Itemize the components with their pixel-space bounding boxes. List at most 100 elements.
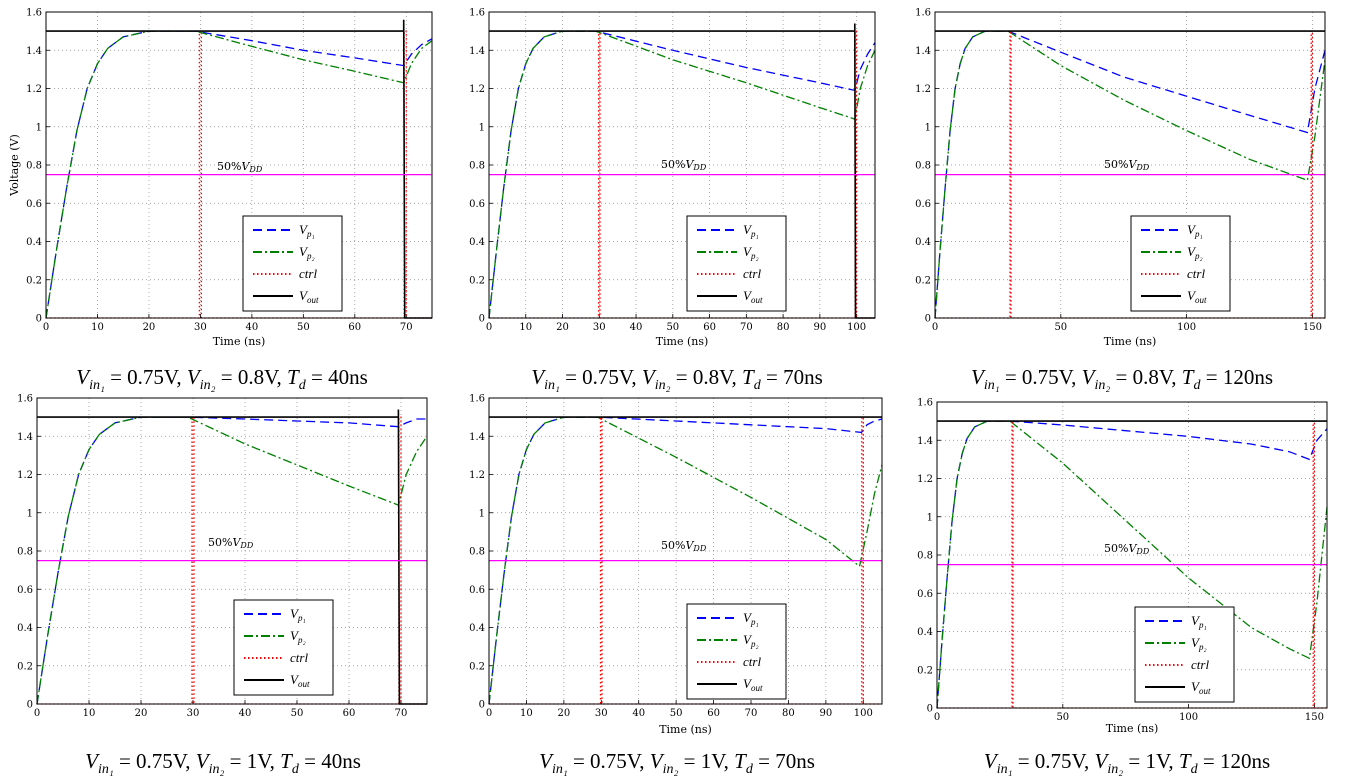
legend-label: Vout	[743, 676, 763, 693]
legend-label: Vp₁	[299, 222, 315, 239]
legend-label: Vp₁	[743, 222, 759, 239]
panel-caption: Vin₁ = 0.75V, Vin₂ = 1V, Td = 40ns	[85, 749, 361, 777]
panel-caption: Vin₁ = 0.75V, Vin₂ = 0.8V, Td = 40ns	[76, 365, 368, 393]
y-tick-label: 0.6	[17, 585, 33, 596]
y-tick-label: 0.4	[915, 237, 931, 248]
legend: Vp₁ Vp₂ ctrl Vout	[686, 215, 787, 312]
plot-area-frame	[36, 397, 428, 705]
legend: Vp₁ Vp₂ ctrl Vout	[1130, 215, 1231, 312]
y-axis-label: Voltage (V)	[8, 134, 21, 197]
y-tick-label: 0.2	[915, 275, 931, 286]
y-tick-label: 0.4	[917, 627, 933, 638]
x-tick-label: 100	[1177, 322, 1196, 333]
y-tick-label: 0	[27, 700, 33, 711]
x-axis-label: Time (ns)	[1104, 335, 1157, 348]
y-tick-label: 1.2	[469, 84, 485, 95]
y-tick-label: 1.4	[917, 436, 933, 447]
y-tick-label: 0.4	[469, 623, 485, 634]
x-tick-label: 10	[83, 708, 96, 719]
y-tick-label: 1.6	[469, 394, 485, 405]
x-tick-label: 10	[520, 708, 533, 719]
chart-panel-6: 0 50 100 150 0 0.2 0.4 0.6 0.8 1 1.2 1.4 1.6 50%VDD Ti…	[917, 398, 1328, 777]
legend-label: ctrl	[743, 654, 761, 669]
x-tick-label: 50	[1056, 712, 1069, 723]
legend-label: Vout	[1191, 679, 1211, 696]
x-tick-label: 50	[1054, 322, 1067, 333]
x-axis-label: Time (ns)	[656, 335, 709, 348]
x-axis-label: Time (ns)	[213, 335, 266, 348]
x-tick-label: 100	[847, 322, 866, 333]
y-tick-label: 0.8	[469, 161, 485, 172]
x-tick-label: 90	[813, 322, 826, 333]
x-tick-label: 40	[245, 322, 258, 333]
y-tick-label: 0.6	[469, 585, 485, 596]
x-tick-label: 10	[519, 322, 532, 333]
y-tick-label: 1.4	[26, 46, 42, 57]
chart-panel-5: 0 10 20 30 40 50 60 70 80 90 100 0 0.2 0.4 0.6 0.8 1 1.2 1…	[469, 394, 883, 777]
chart-panel-3: 0 50 100 150 0 0.2 0.4 0.6 0.8 1 1.2 1.4 1.6 50%VDD Ti…	[915, 8, 1326, 393]
chart-panel-1: 0 10 20 30 40 50 60 70 0 0.2 0.4 0.6 0.8 1 1.2 1.4 1.6 50…	[8, 8, 433, 393]
legend-label: Vp₁	[743, 610, 759, 627]
legend-label: ctrl	[743, 266, 761, 281]
y-tick-label: 0.6	[915, 199, 931, 210]
y-tick-label: 0.6	[469, 199, 485, 210]
y-tick-label: 0	[36, 314, 42, 325]
x-tick-label: 70	[745, 708, 758, 719]
plot-area-frame	[45, 11, 433, 319]
x-tick-label: 90	[819, 708, 832, 719]
panel-caption: Vin₁ = 0.75V, Vin₂ = 1V, Td = 120ns	[984, 749, 1270, 777]
legend-label: Vp₂	[1191, 635, 1207, 652]
legend-label: ctrl	[299, 266, 317, 281]
vdd-annotation: 50%VDD	[208, 536, 254, 550]
x-tick-label: 100	[854, 708, 873, 719]
legend-label: Vp₁	[290, 606, 306, 623]
y-tick-label: 0.8	[26, 161, 42, 172]
x-tick-label: 150	[1303, 322, 1322, 333]
x-tick-label: 20	[135, 708, 148, 719]
legend-label: Vp₂	[743, 632, 759, 649]
x-tick-label: 0	[932, 322, 938, 333]
x-tick-label: 60	[343, 708, 356, 719]
x-tick-label: 30	[593, 322, 606, 333]
x-tick-label: 20	[556, 322, 569, 333]
vdd-annotation: 50%VDD	[661, 539, 707, 553]
y-tick-label: 1.2	[915, 84, 931, 95]
y-tick-label: 1.6	[17, 394, 33, 405]
y-tick-label: 1.2	[469, 470, 485, 481]
y-tick-label: 1.6	[915, 8, 931, 19]
chart-panel-4: 0 10 20 30 40 50 60 70 0 0.2 0.4 0.6 0.8 1 1.2 1.4 1.6 50…	[17, 394, 428, 777]
series-line-v-out	[37, 409, 427, 705]
legend: Vp₁ Vp₂ ctrl Vout	[686, 603, 787, 700]
y-tick-label: 1	[27, 508, 33, 519]
y-tick-label: 0	[927, 704, 933, 715]
y-tick-label: 0.8	[917, 551, 933, 562]
x-tick-label: 50	[670, 708, 683, 719]
vdd-annotation: 50%VDD	[217, 160, 263, 174]
x-tick-label: 0	[43, 322, 49, 333]
legend-label: Vout	[1187, 288, 1207, 305]
legend-label: Vp₂	[1187, 244, 1203, 261]
x-tick-label: 0	[34, 708, 40, 719]
legend: Vp₁ Vp₂ ctrl Vout	[242, 215, 343, 312]
y-tick-label: 1.4	[469, 46, 485, 57]
y-tick-label: 1	[479, 508, 485, 519]
y-tick-label: 1	[36, 122, 42, 133]
series-line-v-p2	[934, 30, 1326, 319]
x-tick-label: 70	[400, 322, 413, 333]
legend-label: Vp₁	[1191, 613, 1207, 630]
x-tick-label: 40	[239, 708, 252, 719]
y-tick-label: 0.8	[915, 161, 931, 172]
y-tick-label: 1.2	[26, 84, 42, 95]
vdd-annotation: 50%VDD	[1104, 158, 1150, 172]
y-tick-label: 0	[925, 314, 931, 325]
x-tick-label: 80	[782, 708, 795, 719]
y-tick-label: 1	[927, 512, 933, 523]
x-tick-label: 0	[486, 708, 492, 719]
y-tick-label: 0.8	[17, 547, 33, 558]
panel-caption: Vin₁ = 0.75V, Vin₂ = 0.8V, Td = 70ns	[531, 365, 823, 393]
y-tick-label: 0.8	[469, 547, 485, 558]
x-tick-label: 150	[1305, 712, 1324, 723]
panel-caption: Vin₁ = 0.75V, Vin₂ = 0.8V, Td = 120ns	[971, 365, 1273, 393]
y-tick-label: 1.4	[469, 432, 485, 443]
